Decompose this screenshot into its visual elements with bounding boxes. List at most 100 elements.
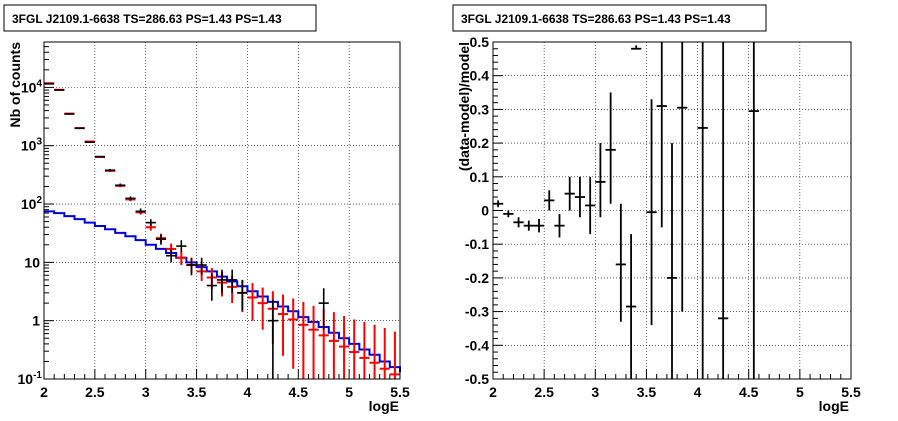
left-y-tick-label: 10 [24, 254, 40, 270]
model-point [257, 287, 268, 330]
counts-panel: 3FGL J2109.1-6638 TS=286.63 PS=1.43 PS=1… [3, 4, 410, 414]
left-x-tick-label: 5 [345, 384, 353, 400]
model-point [359, 321, 370, 379]
residual-panel: 3FGL J2109.1-6638 TS=286.63 PS=1.43 PS=1… [452, 4, 861, 414]
data-point [166, 248, 177, 263]
data-point [74, 127, 85, 129]
right-y-tick-label: -0.3 [465, 304, 489, 320]
model-point [379, 327, 390, 379]
right-y-tick-label: -0.5 [465, 371, 489, 387]
right-y-axis-label: (data-model)/model [456, 42, 472, 171]
data-point [318, 288, 329, 330]
residual-point [585, 176, 596, 235]
residual-point [748, 42, 759, 379]
data-point [196, 257, 207, 276]
model-point [308, 305, 319, 379]
right-x-tick-label: 4 [694, 384, 702, 400]
left-ticks: 2 2.5 3 3.5 4 4.5 5 5.5 10-1 1 10 102 103 104 [18, 41, 410, 400]
data-point [115, 183, 126, 187]
residual-point [595, 143, 606, 218]
data-point [94, 155, 106, 158]
right-x-tick-label: 5 [796, 384, 804, 400]
left-x-tick-label: 4 [244, 384, 252, 400]
residual-point [625, 234, 637, 379]
model-counts-series [44, 82, 400, 379]
right-x-tick-label: 2.5 [534, 384, 554, 400]
data-point [216, 269, 228, 293]
left-y-tick-label: 10-1 [18, 370, 43, 387]
data-point [206, 273, 217, 301]
right-plot-frame [492, 41, 852, 380]
residual-point [554, 213, 565, 238]
right-x-tick-label: 5.5 [841, 384, 861, 400]
left-x-tick-label: 2 [40, 384, 48, 400]
left-x-tick-label: 5.5 [390, 384, 410, 400]
left-x-axis-label: logE [369, 398, 399, 414]
left-y-axis-label: Nb of counts [7, 42, 23, 128]
residual-point [503, 210, 514, 218]
right-grid [493, 42, 851, 379]
model-point [389, 331, 400, 379]
right-title: 3FGL J2109.1-6638 TS=286.63 PS=1.43 PS=1… [461, 12, 731, 26]
right-y-tick-label: -0.1 [465, 236, 489, 252]
data-point [135, 208, 146, 214]
residual-point [677, 42, 688, 312]
right-y-tick-label: -0.2 [465, 270, 489, 286]
left-title: 3FGL J2109.1-6638 TS=286.63 PS=1.43 PS=1… [12, 12, 282, 26]
model-point [298, 301, 309, 379]
left-grid [44, 42, 400, 379]
data-point [227, 269, 238, 293]
residual-point [523, 220, 534, 231]
model-point [338, 316, 350, 379]
model-point [328, 312, 339, 379]
model-point [349, 319, 360, 379]
right-y-tick-label: 0.3 [470, 101, 490, 117]
model-point [176, 251, 187, 266]
right-x-tick-label: 2 [489, 384, 497, 400]
left-plot-frame [43, 41, 401, 380]
data-point [267, 299, 278, 379]
residual-point [646, 99, 657, 326]
data-point [125, 196, 136, 201]
left-y-tick-label: 102 [21, 195, 43, 212]
data-point [54, 89, 65, 91]
data-point [176, 240, 187, 253]
residual-point [615, 203, 626, 322]
residual-point [493, 200, 504, 208]
left-x-tick-label: 4.5 [289, 384, 309, 400]
left-title-box [3, 4, 317, 32]
right-y-tick-label: 0.5 [470, 34, 490, 50]
residual-point [544, 190, 555, 211]
right-y-tick-label: 0.4 [470, 68, 490, 84]
right-x-tick-label: 4.5 [739, 384, 759, 400]
right-title-box [452, 4, 767, 32]
data-point [237, 279, 248, 311]
data-point [84, 141, 95, 143]
data-point [105, 168, 116, 172]
data-point [155, 234, 167, 245]
residual-point [697, 42, 708, 379]
residual-point [656, 42, 667, 228]
residual-point [605, 92, 616, 204]
left-x-tick-label: 3.5 [187, 384, 207, 400]
left-y-tick-label: 1 [32, 313, 40, 329]
data-point [64, 113, 75, 115]
residual-series [493, 42, 759, 379]
residual-point [574, 176, 586, 218]
data-counts-series [44, 83, 329, 379]
right-y-tick-label: -0.4 [465, 337, 489, 353]
left-x-tick-label: 2.5 [85, 384, 105, 400]
source-step-line [44, 210, 401, 373]
source-model-line [44, 210, 401, 373]
right-y-tick-label: 0 [481, 203, 489, 219]
right-x-tick-label: 3.5 [637, 384, 657, 400]
left-y-tick-label: 103 [21, 137, 43, 154]
model-point [277, 294, 289, 356]
right-ticks: 2 2.5 3 3.5 4 4.5 5 5.5 -0.5 -0.4 -0.3 -0.2 -0.1 0 0.1… [465, 34, 861, 400]
left-x-tick-label: 3 [142, 384, 150, 400]
residual-point [718, 42, 729, 379]
model-point [288, 298, 299, 369]
residual-point [533, 218, 545, 233]
residual-point [513, 217, 524, 228]
